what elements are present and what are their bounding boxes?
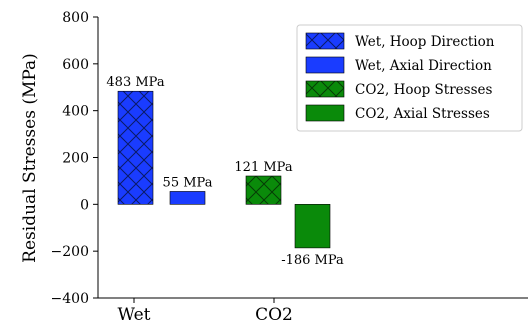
x-tick-label: Wet [118,305,151,325]
legend-entry-label: Wet, Axial Direction [355,58,492,74]
legend-box [296,24,523,132]
bar [169,191,206,205]
legend-swatch [305,104,345,122]
legend: Wet, Hoop Direction Wet, Axial Direction C… [296,24,523,132]
y-tick-label: 200 [62,151,89,167]
y-tick-label: 600 [62,57,89,73]
legend-swatch [305,32,345,50]
y-axis-title: Residual Stresses (MPa) [20,53,40,263]
legend-entry-label: CO2, Axial Stresses [355,106,490,122]
x-tick-label: CO2 [255,305,293,325]
y-tick-label: −200 [51,244,89,260]
bar [117,90,154,205]
bar-data-label: -186 MPa [281,253,344,268]
y-tick-label: 400 [62,104,89,120]
bar [294,204,331,249]
y-tick-label: −400 [51,291,89,307]
y-tick-label: 800 [62,10,89,26]
legend-swatch [305,80,345,98]
y-tick-label: 0 [80,197,89,213]
bar-data-label: 121 MPa [234,160,292,175]
bar-data-label: 483 MPa [106,75,164,90]
bar [245,175,282,205]
legend-entry-label: Wet, Hoop Direction [355,34,495,50]
legend-swatch [305,56,345,74]
bar-data-label: 55 MPa [163,175,213,190]
legend-entry-label: CO2, Hoop Stresses [355,82,492,98]
plot-area: −400 −200 0 200 400 600 800 483 MPa 55 MPa 121 MP… [51,10,528,325]
